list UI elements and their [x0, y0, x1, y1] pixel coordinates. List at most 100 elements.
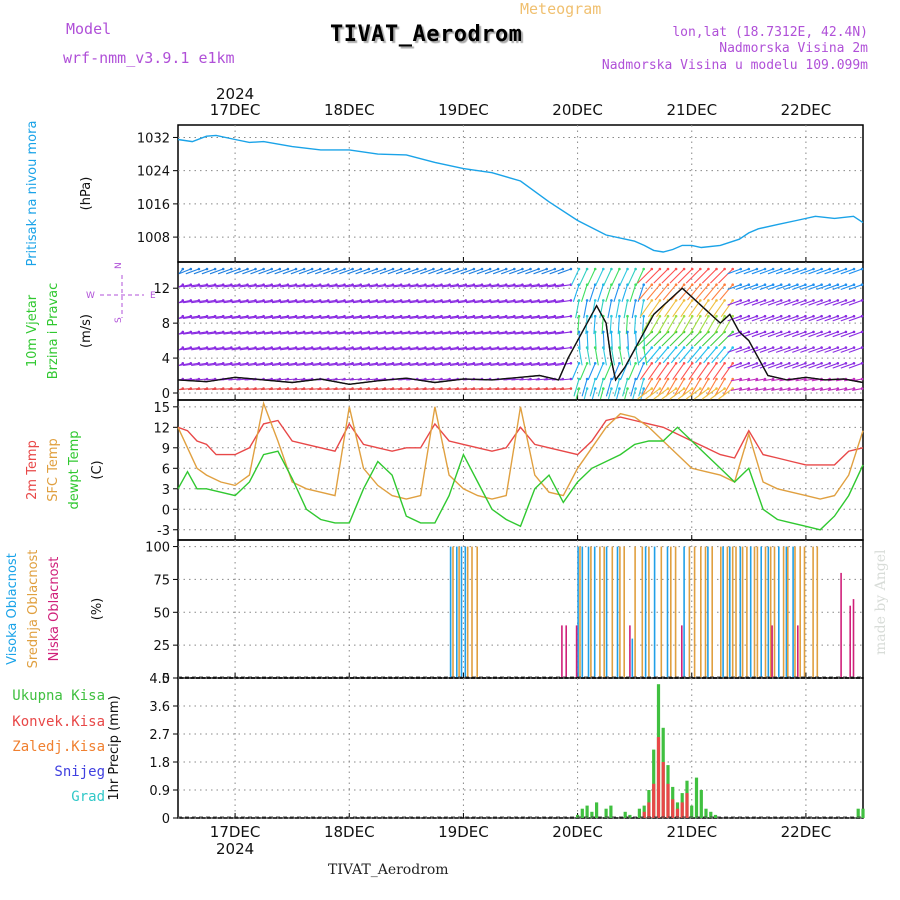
wind-arrow: [231, 299, 248, 304]
wind-arrow: [263, 315, 280, 319]
model-altitude: Nadmorska Visina u modelu 109.099m: [601, 58, 868, 73]
wind-arrow: [320, 331, 337, 335]
wind-arrow-head: [739, 299, 742, 302]
wind-arrow-head: [593, 299, 597, 302]
precipitation-bar: [675, 808, 680, 818]
wind-arrow: [767, 268, 782, 275]
wind-arrow: [514, 315, 531, 319]
wind-arrow: [730, 388, 741, 391]
wind-arrow: [215, 315, 232, 319]
wind-arrow: [425, 284, 442, 288]
wind-arrow: [209, 268, 224, 275]
wind-arrow-head: [860, 267, 864, 271]
wind-arrow: [677, 268, 693, 284]
wind-arrow: [587, 363, 596, 381]
wind-arrow: [385, 331, 402, 335]
wind-arrow-head: [351, 267, 354, 271]
wind-arrow: [767, 362, 782, 369]
wind-arrow-head: [230, 267, 233, 271]
wind-arrow: [832, 268, 847, 275]
wind-arrow: [187, 378, 199, 381]
wind-arrow-head: [359, 267, 363, 271]
temperature-ytick-label-4: 9: [162, 442, 170, 457]
wind-arrow-head: [804, 346, 807, 349]
wind-ytick-label-3: 12: [153, 282, 170, 297]
wind-arrow: [727, 299, 741, 306]
wind-arrow-head: [545, 267, 548, 271]
wind-arrow: [317, 388, 329, 391]
wind-arrow: [840, 299, 855, 306]
cloud_cover-bar: [466, 546, 469, 678]
wind-arrow-head: [658, 267, 662, 271]
wind-arrow: [377, 315, 394, 319]
wind-arrow-head: [731, 267, 734, 271]
wind-arrow-head: [618, 387, 621, 390]
wind-arrow: [522, 315, 539, 319]
wind-arrow: [207, 284, 224, 288]
wind-arrow-head: [690, 267, 694, 271]
wind-arrow: [449, 315, 466, 319]
cloud_cover-bar: [782, 546, 785, 678]
wind-arrow: [555, 362, 571, 367]
wind-arrow-head: [650, 377, 654, 381]
wind-arrow: [441, 315, 458, 319]
wind-arrow-head: [585, 362, 589, 365]
wind-arrow-head: [642, 314, 645, 318]
cloud_cover-bar: [756, 546, 759, 678]
cloud_cover-panel: 0 25 50 75 100 Visoka Oblacnost Srednja Oblacn…: [5, 539, 864, 687]
wind-arrow-head: [788, 267, 791, 271]
wind-arrow: [759, 331, 774, 338]
wind-arrow: [571, 363, 580, 381]
wind-arrow-head: [488, 267, 492, 271]
wind-arrow: [403, 268, 418, 275]
wind-arrow: [832, 331, 847, 338]
wind-arrow: [263, 331, 280, 335]
wind-arrow: [775, 284, 790, 291]
precipitation-ytick-label-0: 0: [162, 812, 170, 827]
day-label-bottom-4: 21DEC: [666, 823, 717, 841]
wind-arrow: [506, 347, 523, 351]
wind-arrow: [589, 284, 596, 302]
wind-arrow: [183, 284, 199, 288]
wind-arrow: [784, 315, 798, 322]
wind-arrow: [751, 331, 766, 338]
wind-arrow: [401, 284, 418, 288]
wind-arrow: [247, 347, 264, 351]
wind-arrow: [672, 300, 685, 318]
wind-arrow: [763, 388, 774, 391]
cloud_cover-bar: [797, 625, 799, 678]
wind-arrow: [244, 388, 256, 391]
wind-arrow-head: [779, 314, 783, 318]
wind-arrow: [449, 284, 466, 288]
wind-arrow: [236, 388, 248, 391]
wind-arrow: [255, 284, 272, 288]
wind-arrow: [653, 331, 669, 347]
wind-arrow-head: [674, 314, 678, 318]
wind-arrow-head: [860, 299, 864, 302]
wind-arrow: [336, 299, 353, 304]
wind-arrow: [645, 388, 661, 400]
compass-s: S: [114, 317, 124, 323]
wind-arrow-head: [383, 267, 387, 271]
wind-arrow-head: [585, 314, 589, 318]
wind-arrow: [848, 347, 863, 353]
cloud_cover-bar: [631, 638, 634, 678]
wind-arrow: [735, 284, 749, 291]
wind-arrow: [336, 284, 353, 288]
wind-arrow-head: [399, 267, 403, 271]
wind-arrow-head: [860, 377, 864, 381]
wind-arrow: [333, 388, 345, 391]
wind-arrow: [848, 315, 863, 322]
wind-arrow: [315, 268, 329, 275]
wind-arrow: [196, 388, 208, 391]
wind-arrow-head: [254, 267, 257, 271]
wind-arrow-head: [731, 330, 734, 334]
cloud_cover-bar: [581, 546, 584, 678]
wind-arrow: [678, 347, 693, 364]
wind-arrow-head: [804, 283, 807, 287]
wind-arrow: [665, 378, 677, 397]
cloud_cover-bar: [729, 546, 731, 678]
compass-icon: N W E S: [86, 262, 156, 323]
wind-arrow-head: [844, 346, 848, 349]
wind-arrow-head: [779, 299, 783, 302]
